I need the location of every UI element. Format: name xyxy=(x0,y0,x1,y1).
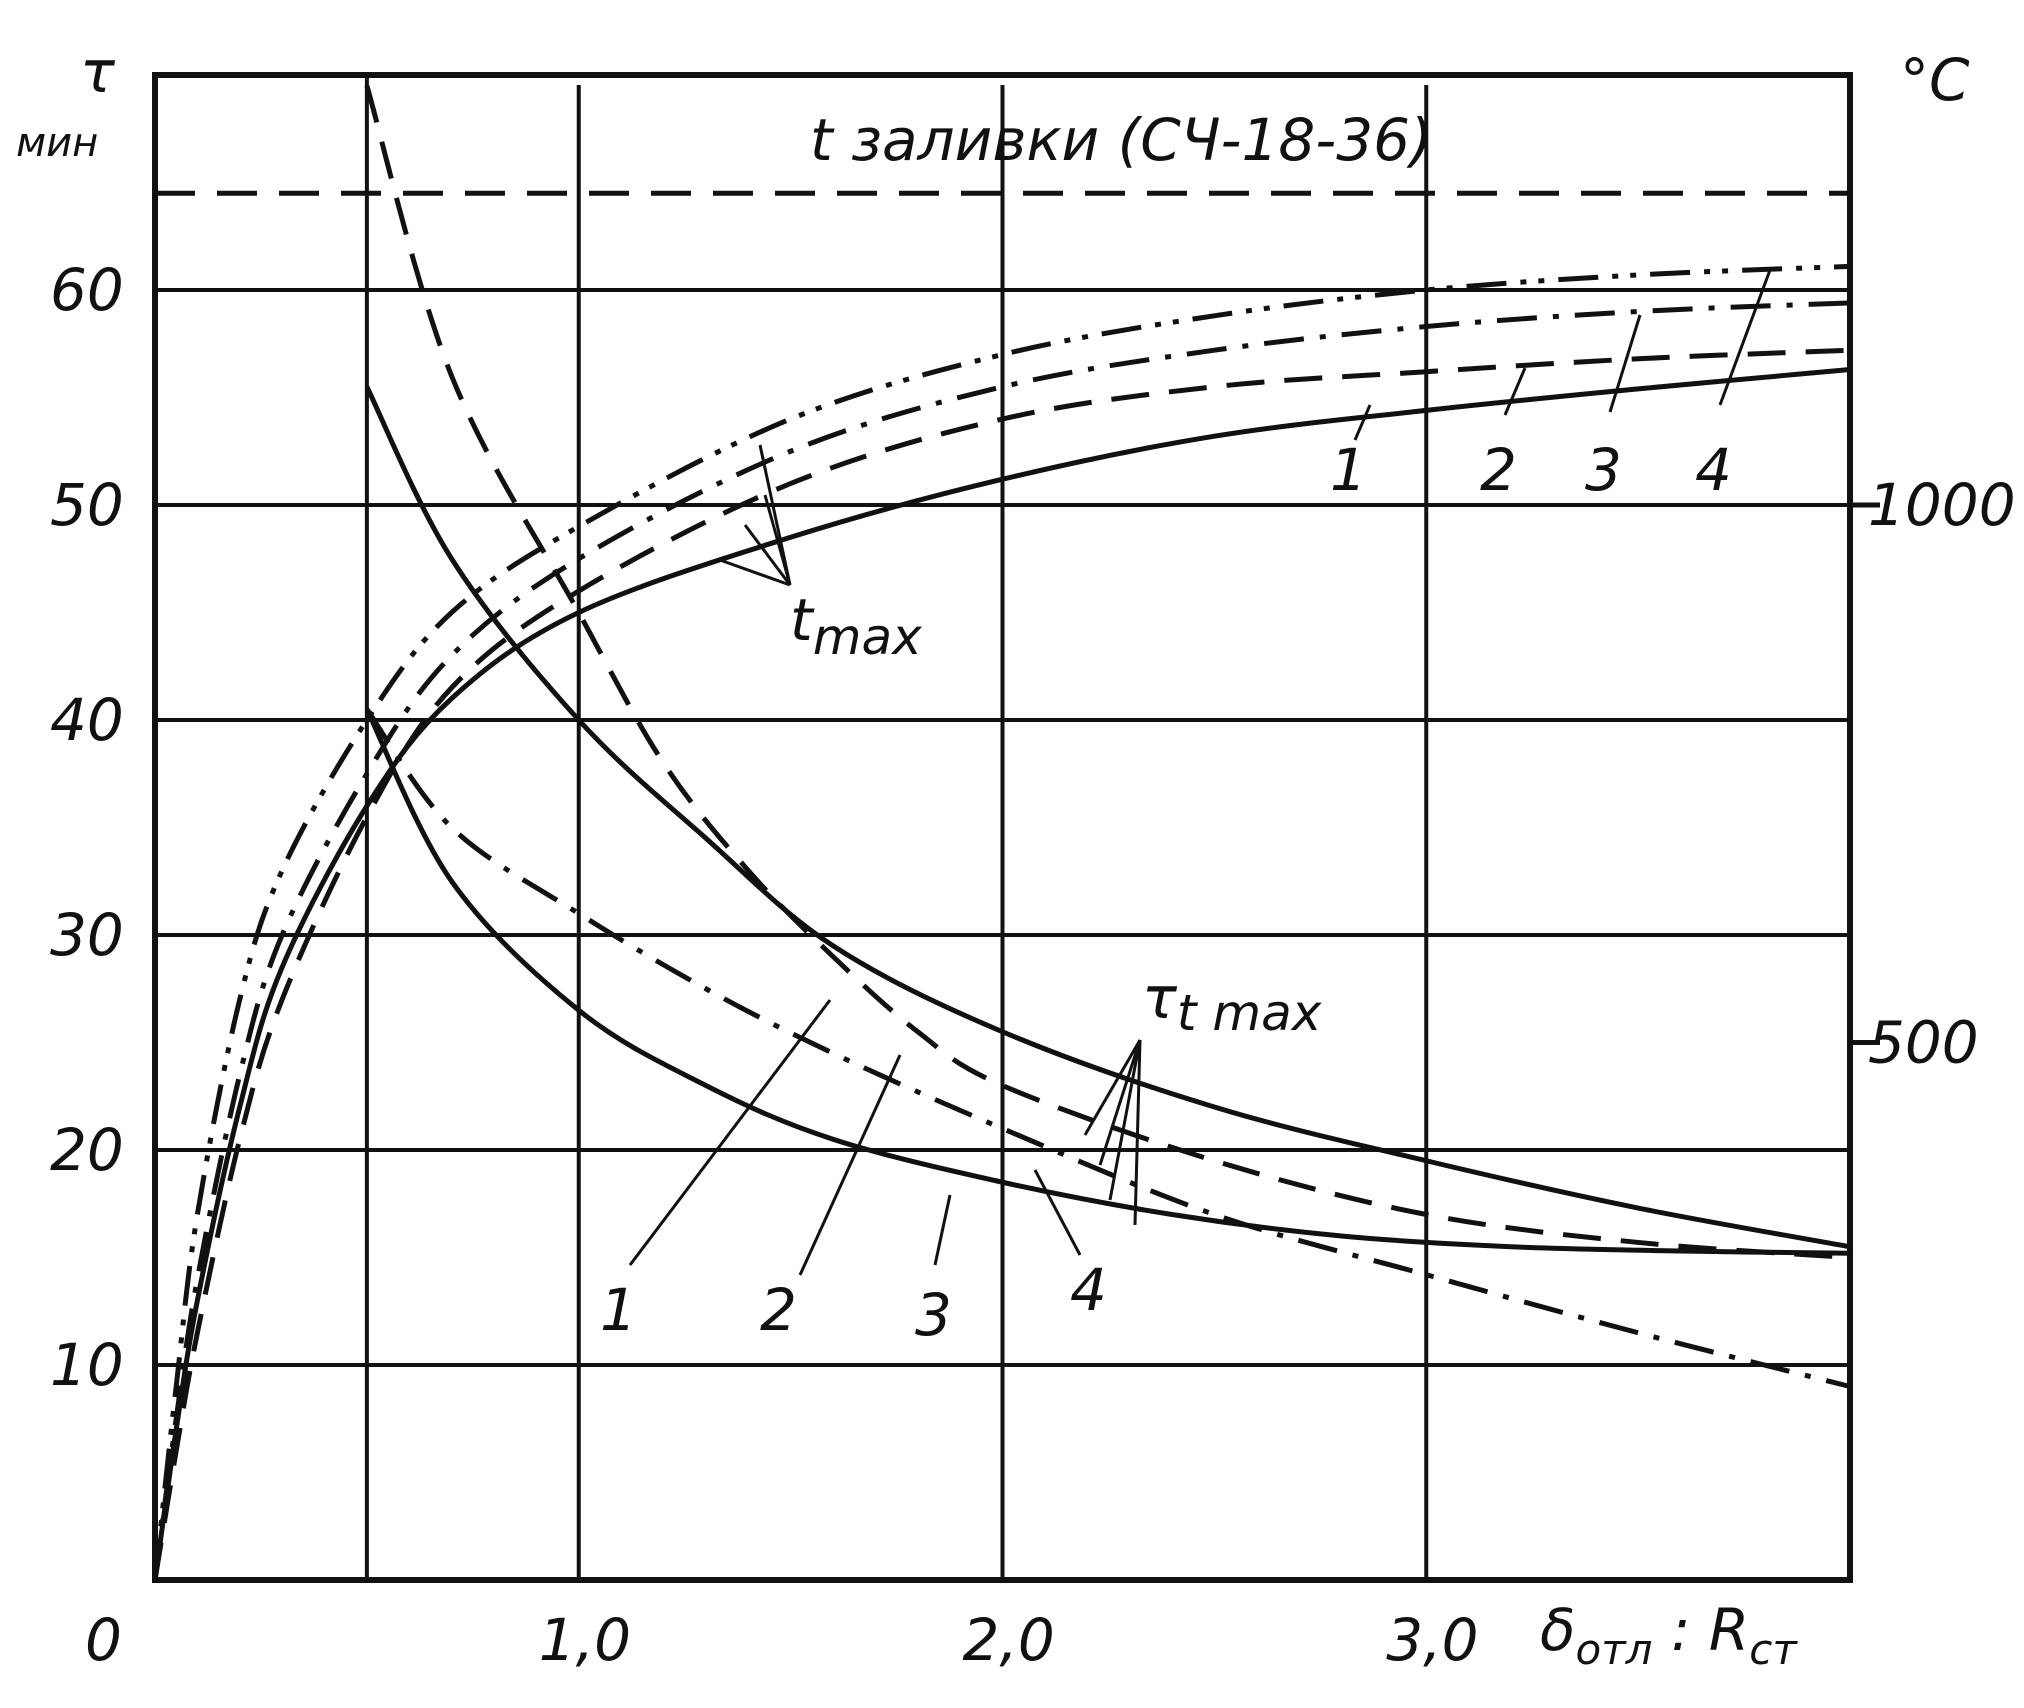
y-left-tick-label: 20 xyxy=(50,1116,124,1184)
tau-t-max-pointer xyxy=(1098,1039,1142,1166)
t-max-leader xyxy=(1718,269,1772,406)
y-left-symbol: τ xyxy=(80,38,116,106)
t-max-curve-4 xyxy=(152,263,1851,1581)
tau-t-max-curve-3 xyxy=(364,707,1851,1389)
t-max-leader xyxy=(1353,404,1372,441)
tau-curve-label-3: 3 xyxy=(915,1281,952,1349)
y-left-unit: мин xyxy=(16,120,98,166)
tau-curve-label-2: 2 xyxy=(760,1276,797,1344)
tau-t-max-annotation: τt max xyxy=(1142,964,1322,1042)
x-label-sub2: ст xyxy=(1749,1625,1798,1674)
y-right-tick-label: 1000 xyxy=(1868,471,2016,539)
y-left-tick-label: 30 xyxy=(50,901,124,969)
t-max-pointer xyxy=(743,524,792,586)
x-axis-label: δотл : Rст xyxy=(1540,1596,1798,1674)
tau-t-max-pointer xyxy=(1083,1039,1142,1136)
tau-t-max-pointer xyxy=(1133,1039,1142,1226)
y-left-tick-label: 10 xyxy=(50,1331,124,1399)
tau-curve-label-1: 1 xyxy=(600,1276,637,1344)
tau-t-max-curve-1 xyxy=(364,385,1851,1250)
y-left-tick-label: 40 xyxy=(50,686,124,754)
t-max-curve-1 xyxy=(152,367,1851,1581)
x-label-sub1: отл xyxy=(1576,1625,1653,1674)
t-max-curve-label-2: 2 xyxy=(1480,436,1517,504)
x-tick-label: 1,0 xyxy=(539,1606,631,1674)
tau-leader xyxy=(933,1194,952,1266)
chart-title: t заливки (СЧ-18-36) xyxy=(810,106,1433,174)
t-max-curve-3 xyxy=(152,300,1851,1581)
axes-box xyxy=(152,72,1853,1583)
t-max-leader xyxy=(1503,367,1527,416)
tau-t-max-curve-4 xyxy=(364,708,1851,1256)
tau-t-max-pointer xyxy=(1108,1039,1142,1201)
tick-labels: 0 1,0 2,0 3,0 10 20 30 40 50 60 500 1000 xyxy=(50,256,2016,1674)
t-max-pointer xyxy=(758,444,792,586)
tau-t-max-curve-2 xyxy=(364,85,1851,1260)
tau-leader xyxy=(798,1054,902,1276)
t-max-pointer xyxy=(719,558,791,587)
x-tick-label: 2,0 xyxy=(963,1606,1055,1674)
x-tick-label: 0 xyxy=(85,1606,122,1674)
t-max-curve-label-4: 4 xyxy=(1695,436,1732,504)
t-max-annotation: tmax xyxy=(790,586,922,666)
plot-frame xyxy=(152,72,1880,1583)
x-label-main: δ xyxy=(1540,1596,1576,1664)
series-group xyxy=(152,85,1851,1581)
leader-lines xyxy=(628,269,1772,1276)
tau-leader xyxy=(628,999,832,1266)
y-right-label: °C xyxy=(1900,46,1970,114)
x-label-colon: : R xyxy=(1653,1596,1750,1664)
x-tick-label: 3,0 xyxy=(1386,1606,1478,1674)
t-max-curve-label-1: 1 xyxy=(1330,436,1367,504)
curve-labels: 1 2 3 41 2 3 4 xyxy=(600,436,1732,1349)
grid xyxy=(155,75,1850,1580)
y-right-tick-label: 500 xyxy=(1868,1009,1979,1077)
t-max-curve-2 xyxy=(152,347,1851,1581)
tau-curve-label-4: 4 xyxy=(1070,1256,1107,1324)
t-max-curve-label-3: 3 xyxy=(1585,436,1622,504)
t-max-leader xyxy=(1608,314,1642,413)
y-left-tick-label: 60 xyxy=(50,256,124,324)
y-left-tick-label: 50 xyxy=(50,471,124,539)
tau-leader xyxy=(1033,1169,1082,1256)
